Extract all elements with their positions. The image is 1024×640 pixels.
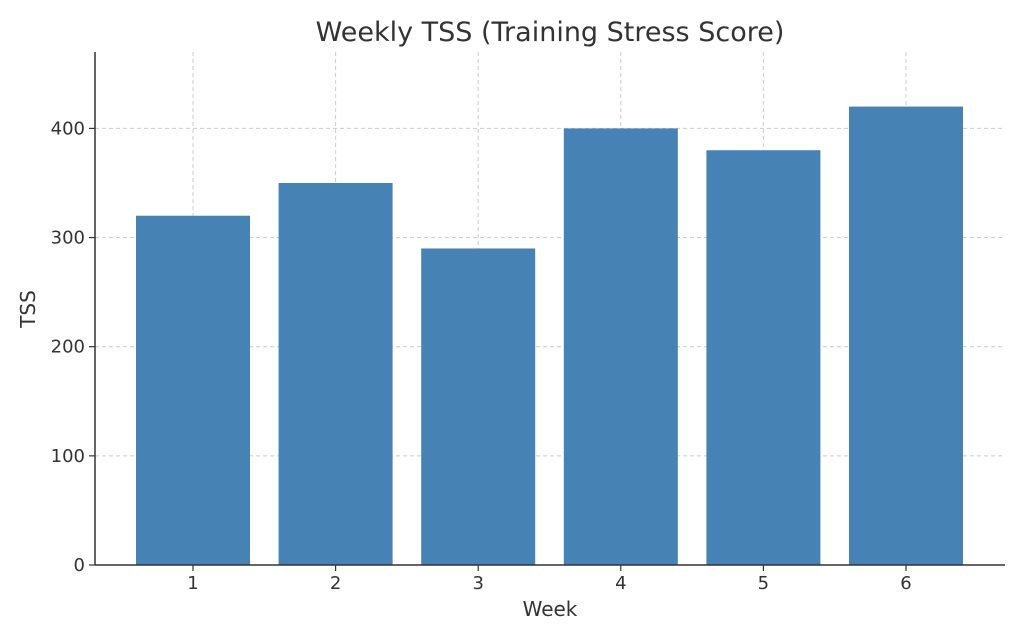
bar-week-4	[563, 128, 678, 566]
y-tick-label: 200	[51, 337, 85, 358]
x-tick-label: 4	[615, 573, 626, 594]
x-tick-label: 2	[330, 573, 341, 594]
bar-week-5	[706, 150, 821, 565]
y-axis-label: TSS	[16, 290, 40, 329]
bars-layer	[136, 106, 963, 566]
axes-layer	[94, 52, 1005, 566]
x-tick-label: 1	[187, 573, 198, 594]
bar-week-3	[421, 248, 536, 565]
ticks-layer: 0 100 200 300 400 1 2 3 4 5 6	[51, 118, 912, 594]
x-axis-label: Week	[523, 597, 578, 621]
x-tick-label: 6	[900, 573, 911, 594]
x-tick-label: 5	[758, 573, 769, 594]
bar-week-2	[278, 182, 393, 565]
bar-week-6	[849, 106, 963, 566]
chart-title: Weekly TSS (Training Stress Score)	[316, 17, 785, 48]
y-tick-label: 0	[74, 555, 85, 576]
y-tick-label: 100	[51, 446, 85, 467]
y-tick-label: 300	[51, 228, 85, 249]
y-tick-label: 400	[51, 118, 85, 139]
bar-week-1	[136, 215, 250, 566]
x-tick-label: 3	[472, 573, 483, 594]
